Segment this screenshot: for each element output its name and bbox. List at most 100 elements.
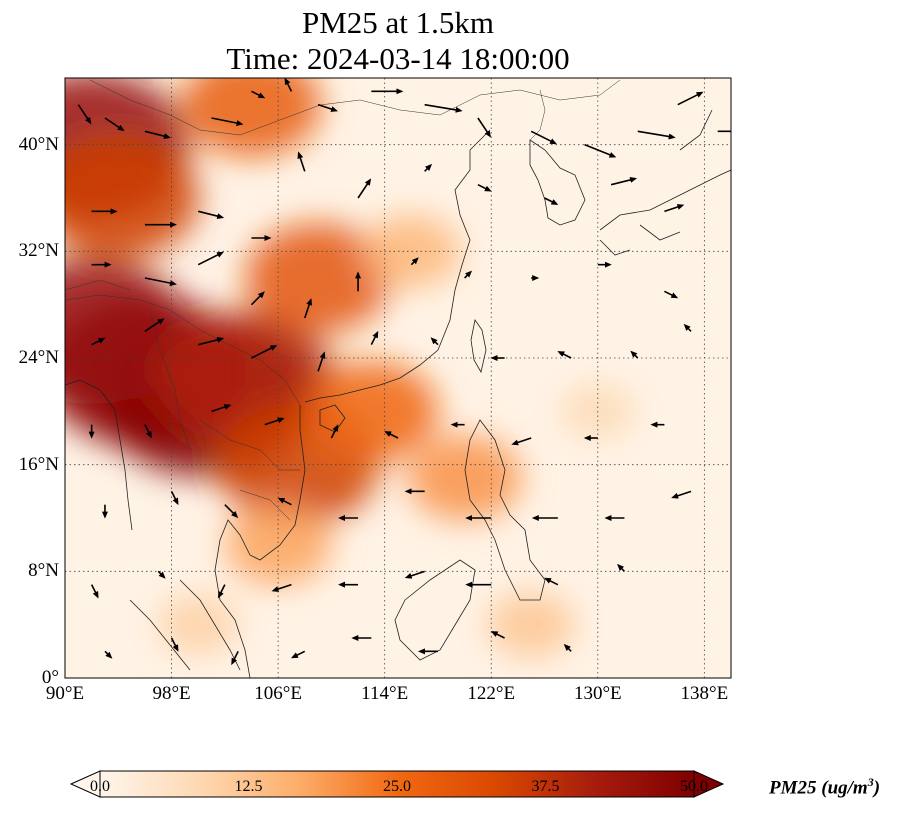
- colorbar-tick: 12.5: [234, 778, 263, 795]
- wind-arrow: [217, 584, 226, 599]
- wind-arrow: [357, 178, 372, 199]
- wind-arrow: [198, 336, 225, 346]
- coastline-philippines: [464, 419, 546, 601]
- wind-arrow: [637, 130, 676, 140]
- wind-arrow: [511, 437, 532, 446]
- wind-arrow: [683, 323, 692, 332]
- lon-tick-label: 106°E: [254, 683, 302, 704]
- coastline-indochina: [214, 405, 306, 678]
- wind-arrow: [617, 563, 626, 572]
- map-title-line1: PM25 at 1.5km: [301, 5, 495, 40]
- pm25-hotspot: [181, 78, 322, 158]
- map-frame: [64, 77, 732, 679]
- wind-arrow: [198, 210, 225, 220]
- wind-arrow: [77, 104, 92, 125]
- wind-arrow: [630, 350, 639, 359]
- coastline-taiwan: [470, 319, 487, 374]
- wind-arrow: [90, 584, 99, 599]
- lon-tick-label: 122°E: [467, 683, 516, 704]
- wind-arrow: [284, 78, 293, 92]
- coastline-borneo: [394, 559, 476, 661]
- wind-arrow: [664, 290, 679, 299]
- lon-tick-label: 130°E: [573, 683, 622, 704]
- wind-arrow: [251, 90, 266, 99]
- coastline-bengal: [65, 379, 133, 531]
- colorbar-tick: 37.5: [531, 778, 560, 795]
- pm25-hotspot: [304, 361, 438, 462]
- lat-tick-label: 0°: [41, 667, 59, 688]
- pm25-hotspot: [362, 214, 461, 289]
- lon-tick-label: 90°E: [45, 683, 85, 704]
- wind-arrow: [464, 270, 473, 279]
- wind-vectors: [77, 78, 731, 666]
- wind-arrow: [211, 404, 232, 413]
- coastline-malay: [129, 579, 241, 671]
- wind-arrow: [277, 497, 292, 506]
- wind-arrow: [170, 637, 179, 652]
- pm25-hotspot: [224, 504, 332, 586]
- map-title-time: Time: 2024-03-14 18:00:00: [226, 41, 570, 76]
- wind-arrow: [410, 257, 419, 266]
- wind-arrow: [370, 330, 379, 346]
- wind-arrow: [197, 251, 224, 266]
- colorbar-tick: 50.0: [680, 778, 708, 795]
- wind-arrow: [144, 424, 152, 439]
- wind-arrow: [104, 650, 113, 659]
- lat-tick-label: 16°N: [18, 453, 59, 475]
- country-borders: [65, 79, 621, 521]
- wind-arrow: [477, 117, 492, 138]
- wind-arrow: [251, 345, 278, 359]
- wind-arrow: [264, 417, 285, 426]
- coastline-hainan: [319, 404, 346, 433]
- wind-arrow: [144, 130, 171, 140]
- wind-arrow: [157, 570, 166, 579]
- pm25-hotspot: [487, 591, 576, 658]
- wind-arrow: [664, 204, 685, 213]
- pm25-hotspot: [65, 137, 200, 259]
- colorbar-tick: 25.0: [383, 778, 411, 795]
- wind-arrow: [271, 583, 292, 592]
- wind-arrow: [144, 277, 177, 286]
- coastline-korea: [529, 139, 586, 226]
- wind-arrow: [91, 337, 106, 346]
- wind-arrow: [563, 643, 572, 652]
- wind-arrow: [671, 490, 692, 499]
- lat-tick-label: 32°N: [18, 240, 59, 262]
- wind-arrow: [424, 103, 463, 113]
- lat-tick-label: 24°N: [18, 347, 59, 368]
- coastlines: [65, 109, 731, 678]
- lat-tick-label: 8°N: [28, 560, 59, 582]
- pm25-hotspot: [407, 435, 522, 521]
- wind-arrow: [610, 176, 638, 186]
- wind-arrow: [424, 163, 433, 172]
- wind-arrow: [557, 351, 572, 359]
- wind-arrow: [544, 577, 559, 586]
- wind-arrow: [477, 183, 492, 192]
- wind-arrow: [677, 91, 704, 106]
- wind-arrow: [170, 490, 179, 506]
- wind-arrow: [231, 650, 239, 666]
- wind-arrow: [144, 318, 165, 332]
- wind-arrow: [544, 197, 559, 205]
- wind-arrow: [404, 570, 425, 579]
- wind-arrow: [104, 117, 125, 132]
- wind-arrow: [384, 431, 399, 439]
- pm25-hotspot: [157, 593, 240, 656]
- wind-arrow: [430, 337, 439, 346]
- lat-tick-label: 40°N: [18, 133, 59, 155]
- lon-tick-label: 98°E: [152, 683, 191, 704]
- wind-arrow: [530, 130, 557, 145]
- wind-arrow: [490, 631, 505, 639]
- map-plot: [64, 77, 732, 679]
- wind-arrow: [224, 504, 239, 519]
- wind-arrow: [290, 650, 306, 659]
- wind-arrow: [304, 298, 313, 319]
- lon-tick-label: 138°E: [680, 683, 729, 704]
- coastline-china: [304, 129, 491, 403]
- wind-arrow: [211, 117, 244, 126]
- coastline-japan: [599, 109, 731, 256]
- wind-arrow: [250, 291, 265, 306]
- wind-arrow: [330, 424, 339, 439]
- wind-arrow: [317, 103, 338, 112]
- colorbar-tick: 0.0: [90, 778, 110, 795]
